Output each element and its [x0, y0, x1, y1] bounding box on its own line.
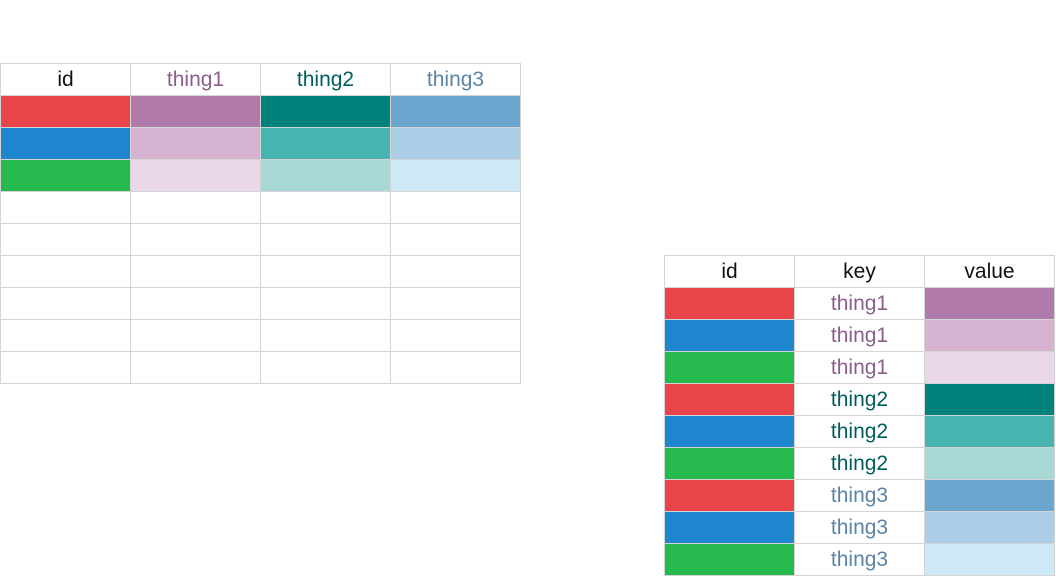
empty-cell — [130, 351, 261, 384]
table-row — [0, 223, 521, 256]
empty-cell — [390, 191, 521, 224]
key-cell: thing3 — [794, 543, 925, 576]
table-row — [0, 351, 521, 384]
table-row — [0, 127, 521, 160]
color-cell — [130, 127, 261, 160]
long-table: id key value thing1 thing1 thing1 thing2 thi… — [664, 255, 1055, 576]
empty-cell — [130, 287, 261, 320]
key-cell: thing2 — [794, 447, 925, 480]
value-color-cell — [924, 415, 1055, 448]
id-color-cell — [664, 543, 795, 576]
value-color-cell — [924, 383, 1055, 416]
table-row: thing1 — [664, 287, 1055, 320]
empty-cell — [390, 351, 521, 384]
table-row — [0, 191, 521, 224]
empty-cell — [390, 223, 521, 256]
empty-cell — [390, 287, 521, 320]
id-color-cell — [664, 479, 795, 512]
table-row: thing2 — [664, 447, 1055, 480]
table-row — [0, 319, 521, 352]
table-row: thing1 — [664, 319, 1055, 352]
id-color-cell — [664, 447, 795, 480]
color-cell — [130, 95, 261, 128]
value-color-cell — [924, 479, 1055, 512]
empty-cell — [260, 287, 391, 320]
id-color-cell — [664, 415, 795, 448]
wide-table: id thing1 thing2 thing3 — [0, 63, 521, 384]
color-cell — [390, 159, 521, 192]
wide-table-body — [0, 95, 521, 384]
long-header-row: id key value — [664, 255, 1055, 288]
wide-header-thing2: thing2 — [260, 63, 391, 96]
wide-header-id: id — [0, 63, 131, 96]
table-row: thing1 — [664, 351, 1055, 384]
color-cell — [260, 95, 391, 128]
id-color-cell — [664, 351, 795, 384]
empty-cell — [0, 255, 131, 288]
id-color-cell — [664, 287, 795, 320]
color-cell — [0, 127, 131, 160]
key-cell: thing1 — [794, 287, 925, 320]
value-color-cell — [924, 319, 1055, 352]
id-color-cell — [664, 319, 795, 352]
id-color-cell — [664, 511, 795, 544]
long-header-value: value — [924, 255, 1055, 288]
color-cell — [390, 95, 521, 128]
table-row: thing3 — [664, 543, 1055, 576]
wide-header-row: id thing1 thing2 thing3 — [0, 63, 521, 96]
table-row: thing3 — [664, 479, 1055, 512]
empty-cell — [260, 255, 391, 288]
value-color-cell — [924, 287, 1055, 320]
empty-cell — [260, 223, 391, 256]
key-cell: thing2 — [794, 383, 925, 416]
value-color-cell — [924, 511, 1055, 544]
table-row — [0, 255, 521, 288]
color-cell — [0, 159, 131, 192]
empty-cell — [130, 223, 261, 256]
long-header-id: id — [664, 255, 795, 288]
wide-header-thing3: thing3 — [390, 63, 521, 96]
long-table-body: thing1 thing1 thing1 thing2 thing2 thing2 thin… — [664, 287, 1055, 576]
empty-cell — [390, 319, 521, 352]
key-cell: thing1 — [794, 351, 925, 384]
table-row: thing3 — [664, 511, 1055, 544]
empty-cell — [130, 255, 261, 288]
empty-cell — [0, 319, 131, 352]
empty-cell — [0, 351, 131, 384]
value-color-cell — [924, 447, 1055, 480]
color-cell — [130, 159, 261, 192]
empty-cell — [260, 351, 391, 384]
key-cell: thing1 — [794, 319, 925, 352]
empty-cell — [0, 191, 131, 224]
color-cell — [260, 127, 391, 160]
table-row — [0, 287, 521, 320]
wide-header-thing1: thing1 — [130, 63, 261, 96]
table-row — [0, 159, 521, 192]
empty-cell — [130, 191, 261, 224]
empty-cell — [130, 319, 261, 352]
empty-cell — [390, 255, 521, 288]
empty-cell — [0, 287, 131, 320]
color-cell — [0, 95, 131, 128]
value-color-cell — [924, 351, 1055, 384]
table-row: thing2 — [664, 383, 1055, 416]
value-color-cell — [924, 543, 1055, 576]
long-header-key: key — [794, 255, 925, 288]
table-row: thing2 — [664, 415, 1055, 448]
color-cell — [390, 127, 521, 160]
id-color-cell — [664, 383, 795, 416]
key-cell: thing2 — [794, 415, 925, 448]
key-cell: thing3 — [794, 511, 925, 544]
color-cell — [260, 159, 391, 192]
empty-cell — [260, 319, 391, 352]
key-cell: thing3 — [794, 479, 925, 512]
table-row — [0, 95, 521, 128]
empty-cell — [0, 223, 131, 256]
empty-cell — [260, 191, 391, 224]
